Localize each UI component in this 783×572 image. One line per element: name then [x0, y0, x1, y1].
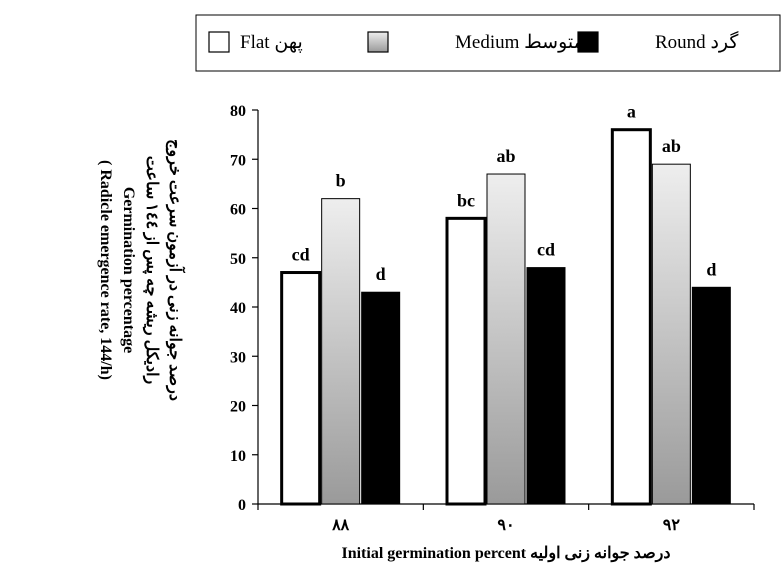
y-tick-label: 80 [230, 103, 246, 120]
bar-significance-label: d [706, 259, 716, 279]
legend-swatch-round [577, 31, 599, 53]
y-tick-label: 20 [230, 399, 246, 416]
y-ticks: 0 10 20 30 40 50 60 70 80 [230, 103, 258, 514]
y-title-line-1: درصد جوانه زنی در آزمون سرعت خروج [165, 139, 187, 401]
bar-medium [486, 173, 526, 505]
bar-flat [445, 216, 487, 506]
y-axis-title: درصد جوانه زنی در آزمون سرعت خروج رادیکل… [97, 139, 187, 401]
legend-label-round: Round گرد [655, 30, 739, 53]
bar-medium [651, 163, 691, 505]
y-tick-label: 50 [230, 251, 246, 268]
legend-label-flat: Flat پهن [240, 32, 303, 53]
bar-significance-label: ab [496, 146, 515, 166]
bar-round [691, 286, 731, 505]
bar-medium [321, 198, 361, 505]
y-tick-label: 60 [230, 202, 246, 219]
bar-flat [280, 271, 322, 506]
y-tick-label: 70 [230, 152, 246, 169]
y-title-line-2: رادیکل ریشه چه پس از ۱٤٤ ساعت [142, 156, 160, 385]
x-axis-title: درصد جوانه زنی اولیه Initial germination… [341, 545, 670, 563]
bars [280, 128, 731, 506]
legend-swatch-flat [208, 31, 230, 53]
bar-flat [610, 128, 652, 506]
legend-swatch-medium [367, 31, 389, 53]
y-tick-label: 30 [230, 349, 246, 366]
bar-significance-label: d [376, 264, 386, 284]
bar-round [361, 291, 401, 505]
bar-labels: cd b d bc ab cd a ab d [292, 102, 717, 285]
x-tick-label: ۹۲ [663, 517, 681, 534]
x-tick-label: ۹۰ [497, 517, 514, 534]
bar-significance-label: cd [292, 245, 310, 265]
y-title-line-4: ( Radicle emergence rate, 144/h) [97, 160, 114, 380]
legend: Flat پهن Medium متوسط Round گرد [195, 14, 781, 72]
y-title-line-3: Germination percentage [120, 187, 137, 353]
y-tick-label: 40 [230, 300, 246, 317]
bar-round [526, 267, 566, 505]
bar-significance-label: bc [457, 190, 475, 210]
legend-label-medium: Medium متوسط [455, 32, 584, 53]
bar-significance-label: a [627, 102, 636, 122]
bar-significance-label: cd [537, 240, 555, 260]
legend-frame [195, 14, 781, 72]
y-tick-label: 10 [230, 448, 246, 465]
bar-significance-label: ab [662, 136, 681, 156]
x-ticks: ۸۸ ۹۰ ۹۲ [257, 504, 755, 534]
x-tick-label: ۸۸ [331, 517, 350, 534]
bar-significance-label: b [336, 171, 346, 191]
y-tick-label: 0 [238, 497, 246, 514]
